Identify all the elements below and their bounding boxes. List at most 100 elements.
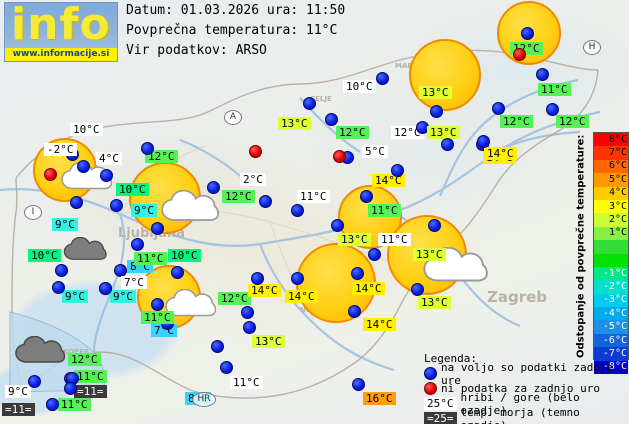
- legend-row-red: ni podatka za zadnjo uro: [424, 381, 624, 396]
- cloud-icon: [161, 190, 219, 221]
- station-dot-available[interactable]: [291, 204, 304, 217]
- scale-step-label: 2°C: [608, 214, 627, 226]
- station-dot-available[interactable]: [77, 160, 90, 173]
- temperature-chip: 13°C: [418, 296, 451, 309]
- station-dot-missing[interactable]: [513, 48, 526, 61]
- station-dot-available[interactable]: [428, 219, 441, 232]
- scale-step-label: 6°C: [608, 160, 627, 172]
- station-dot-available[interactable]: [131, 238, 144, 251]
- station-dot-available[interactable]: [151, 222, 164, 235]
- station-dot-available[interactable]: [325, 113, 338, 126]
- cloud-icon: [61, 162, 112, 190]
- temperature-chip: 13°C: [419, 86, 452, 99]
- station-dot-available[interactable]: [52, 281, 65, 294]
- station-dot-available[interactable]: [391, 164, 404, 177]
- station-dot-available[interactable]: [110, 199, 123, 212]
- station-dot-available[interactable]: [220, 361, 233, 374]
- station-dot-available[interactable]: [64, 382, 77, 395]
- temperature-chip: -2°C: [44, 143, 77, 156]
- cloud-dark-icon: [63, 237, 107, 260]
- station-dot-available[interactable]: [151, 298, 164, 311]
- station-dot-available[interactable]: [351, 267, 364, 280]
- temperature-deviation-scale: Odstopanje od povprečne temperature: 8°C…: [571, 132, 629, 375]
- temperature-chip: 14°C: [372, 174, 405, 187]
- temperature-chip: 10°C: [343, 80, 376, 93]
- temperature-chip: 10°C: [28, 249, 61, 262]
- legend-blue-text: na voljo so podatki zadnje ure: [441, 360, 614, 387]
- station-dot-available[interactable]: [171, 266, 184, 279]
- temperature-chip: 13°C: [427, 126, 460, 139]
- temperature-chip: 11°C: [74, 370, 107, 383]
- temperature-chip: 13°C: [338, 233, 371, 246]
- header-date-time: Datum: 01.03.2026 ura: 11:50: [126, 3, 346, 18]
- station-dot-missing[interactable]: [333, 150, 346, 163]
- scale-step-label: -3°C: [602, 294, 627, 306]
- temperature-chip: 10°C: [70, 123, 103, 136]
- scale-step-12: -3°C: [594, 293, 628, 308]
- legend-mountain-text: hribi / gore (belo ozadje): [460, 390, 580, 417]
- temperature-chip: 7°C: [121, 276, 147, 289]
- station-dot-available[interactable]: [211, 340, 224, 353]
- place-label-koper: KOPER: [63, 348, 90, 356]
- logo-url: www.informacije.si: [5, 48, 117, 61]
- station-dot-available[interactable]: [303, 97, 316, 110]
- station-dot-available[interactable]: [477, 135, 490, 148]
- header-data-source: Vir podatkov: ARSO: [126, 43, 267, 58]
- temperature-chip: 12°C: [336, 126, 369, 139]
- info-logo[interactable]: info www.informacije.si: [4, 2, 118, 62]
- scale-step-label: -6°C: [602, 334, 627, 346]
- station-dot-available[interactable]: [251, 272, 264, 285]
- scale-step-13: -4°C: [594, 307, 628, 321]
- station-dot-available[interactable]: [100, 169, 113, 182]
- station-dot-missing[interactable]: [249, 145, 262, 158]
- temperature-chip: =11=: [2, 403, 35, 416]
- station-dot-available[interactable]: [207, 181, 220, 194]
- station-dot-available[interactable]: [441, 138, 454, 151]
- temperature-chip: 11°C: [230, 376, 263, 389]
- station-dot-available[interactable]: [360, 190, 373, 203]
- station-dot-available[interactable]: [70, 196, 83, 209]
- temperature-chip: 11°C: [58, 398, 91, 411]
- station-dot-available[interactable]: [368, 248, 381, 261]
- station-dot-available[interactable]: [243, 321, 256, 334]
- station-dot-available[interactable]: [55, 264, 68, 277]
- station-dot-available[interactable]: [348, 305, 361, 318]
- station-dot-available[interactable]: [331, 219, 344, 232]
- legend-sea-text: temp. morja (temno ozadje): [460, 405, 580, 424]
- scale-step-label: 1°C: [608, 227, 627, 239]
- border-marker-hr: HR: [192, 392, 216, 407]
- station-dot-available[interactable]: [521, 27, 534, 40]
- station-dot-available[interactable]: [259, 195, 272, 208]
- station-dot-available[interactable]: [492, 102, 505, 115]
- temperature-chip: 12°C: [391, 126, 424, 139]
- scale-step-label: -5°C: [602, 321, 627, 333]
- station-dot-available[interactable]: [141, 142, 154, 155]
- scale-step-10: -1°C: [594, 266, 628, 281]
- scale-step-label: -4°C: [602, 307, 627, 319]
- station-dot-available[interactable]: [352, 378, 365, 391]
- temperature-chip: 13°C: [252, 335, 285, 348]
- temperature-chip: 5°C: [362, 145, 388, 158]
- station-dot-available[interactable]: [28, 375, 41, 388]
- station-dot-available[interactable]: [99, 282, 112, 295]
- scale-step-7: 1°C: [594, 226, 628, 241]
- scale-gradient: 8°C 7°C 6°C 5°C 4°C 3°C 2°C 1°C -1°C -2°C -3°C -4°C…: [593, 132, 629, 375]
- scale-step-16: -7°C: [594, 347, 628, 361]
- sea-sample-chip: =25=: [424, 412, 457, 424]
- place-label-celje: CELJE: [310, 95, 332, 103]
- scale-step-8: [594, 240, 628, 254]
- station-dot-available[interactable]: [430, 105, 443, 118]
- scale-step-0: 8°C: [594, 133, 628, 147]
- station-dot-available[interactable]: [411, 283, 424, 296]
- station-dot-available[interactable]: [46, 398, 59, 411]
- temperature-chip: 10°C: [116, 183, 149, 196]
- station-dot-available[interactable]: [241, 306, 254, 319]
- station-dot-available[interactable]: [536, 68, 549, 81]
- station-dot-available[interactable]: [376, 72, 389, 85]
- station-dot-available[interactable]: [291, 272, 304, 285]
- station-dot-missing[interactable]: [44, 168, 57, 181]
- station-dot-available[interactable]: [546, 103, 559, 116]
- station-dot-available[interactable]: [114, 264, 127, 277]
- scale-title: Odstopanje od povprečne temperature:: [575, 134, 587, 358]
- blue-dot-icon: [424, 367, 437, 380]
